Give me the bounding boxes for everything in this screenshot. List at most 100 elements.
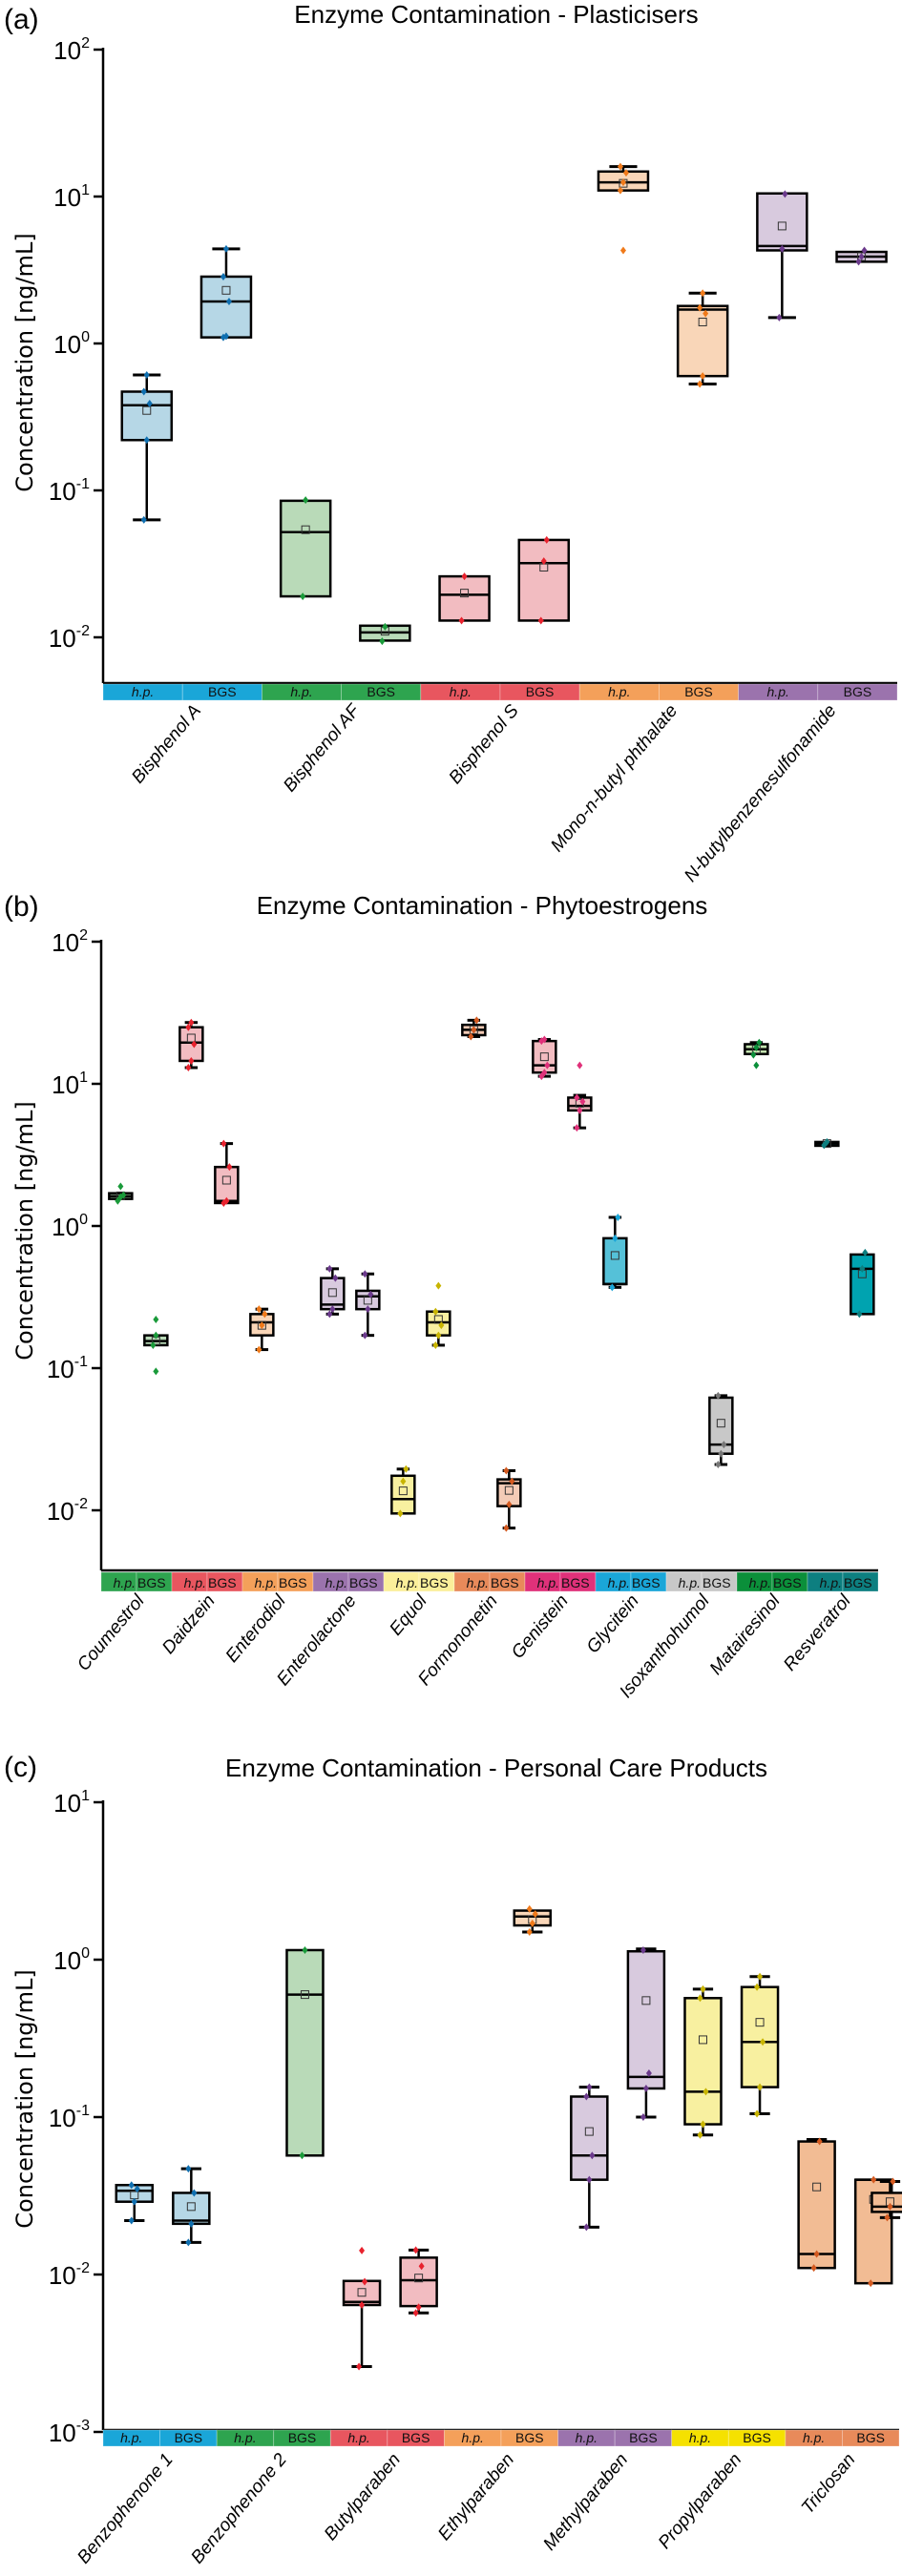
data-point	[700, 2120, 706, 2129]
strip-label: BGS	[743, 2430, 771, 2445]
data-point	[776, 313, 783, 322]
strip-label: BGS	[526, 684, 555, 699]
mean-marker	[327, 1288, 337, 1298]
data-point	[586, 2083, 593, 2091]
data-point	[574, 1124, 580, 1132]
box-iqr	[532, 1039, 557, 1074]
mean-marker	[539, 1052, 549, 1062]
panel-a-plot-area	[101, 48, 897, 685]
data-point	[509, 1477, 515, 1485]
data-point	[471, 1026, 477, 1034]
panel-a-category-labels: Bisphenol A Bisphenol AF Bisphenol S Mono-n…	[128, 700, 840, 886]
data-point	[526, 1904, 533, 1913]
panel-b-group-strip: h.p. BGS h.p. BGS h.p. BGS h.p. BGS h.p. BGS h.p. B…	[100, 1571, 879, 1592]
panel-c-y-ticks: 101 100 10-1 10-2 10-3	[49, 1788, 103, 2447]
panel-b-title: Enzyme Contamination - Phytoestrogens	[257, 891, 708, 920]
strip-label: h.p.	[689, 2430, 711, 2445]
box-n-butylbenzenesulfonamide-bgs	[835, 246, 888, 266]
data-point	[140, 387, 147, 396]
strip-label: h.p.	[537, 1575, 559, 1590]
box-iqr	[683, 1997, 723, 2126]
strip-label: h.p.	[114, 1575, 136, 1590]
data-point	[382, 622, 388, 631]
data-point	[813, 2250, 820, 2258]
category-label: Propylparaben	[655, 2450, 746, 2553]
box-triclosan-bgs	[871, 2177, 902, 2222]
panel-a-label: (a)	[4, 4, 39, 35]
data-point	[223, 1196, 230, 1205]
data-point	[256, 1305, 262, 1314]
category-label: Triclosan	[798, 2450, 860, 2518]
outlier-point	[153, 1367, 159, 1376]
data-point	[379, 637, 386, 646]
data-point	[302, 1945, 308, 1954]
data-point	[856, 1310, 863, 1319]
strip-label: BGS	[420, 1575, 449, 1590]
data-point	[756, 1038, 763, 1047]
category-label: Mono-n-butyl phthalate	[547, 701, 682, 856]
strip-label: h.p.	[462, 2430, 484, 2445]
category-label: Matairesinol	[706, 1590, 785, 1679]
data-point	[782, 190, 788, 198]
y-tick-label: 100	[53, 1945, 90, 1975]
data-point	[754, 2109, 761, 2118]
box-bisphenol-s-bgs	[517, 535, 571, 625]
strip-label: h.p.	[347, 2430, 369, 2445]
y-tick-label: 10-3	[49, 2418, 90, 2447]
outlier-point	[117, 1182, 124, 1191]
strip-label: h.p.	[467, 1575, 489, 1590]
data-point	[890, 2177, 896, 2186]
data-point	[862, 1248, 869, 1257]
box-coumestrol-bgs	[143, 1315, 169, 1376]
box-bisphenol-a-bgs	[199, 244, 253, 342]
data-point	[131, 2197, 137, 2206]
strip-label: BGS	[175, 2430, 203, 2445]
mean-marker	[301, 525, 310, 534]
data-point	[400, 1477, 407, 1485]
category-label: Benzophenone 1	[73, 2450, 177, 2568]
strip-label: BGS	[402, 2430, 430, 2445]
strip-label: BGS	[629, 2430, 658, 2445]
data-point	[645, 2069, 652, 2078]
box-enterodiol-hp	[249, 1305, 275, 1354]
data-point	[326, 1310, 333, 1319]
data-point	[544, 1061, 551, 1070]
strip-label: BGS	[844, 684, 872, 699]
box-iqr	[285, 1948, 325, 2157]
box-methylparaben-hp	[570, 2083, 609, 2232]
mean-marker	[460, 589, 470, 598]
data-point	[700, 372, 706, 381]
data-point	[332, 1274, 339, 1282]
y-tick-label: 102	[53, 35, 90, 65]
data-point	[619, 178, 626, 187]
y-tick-label: 10-2	[49, 2260, 90, 2290]
data-point	[871, 2175, 877, 2184]
panel-c-title: Enzyme Contamination - Personal Care Pro…	[225, 1754, 767, 1782]
data-point	[816, 2137, 823, 2146]
data-point	[188, 2219, 195, 2228]
outlier-point	[619, 246, 626, 255]
data-point	[115, 1196, 121, 1205]
strip-label: BGS	[773, 1575, 802, 1590]
data-point	[810, 2264, 817, 2273]
strip-label: h.p.	[679, 1575, 701, 1590]
strip-cell-bgs	[842, 1571, 879, 1592]
category-label: Ethylparaben	[434, 2450, 518, 2545]
data-point	[150, 1340, 157, 1349]
mean-marker	[186, 2202, 196, 2212]
box-iqr	[178, 1026, 204, 1063]
strip-label: BGS	[703, 1575, 731, 1590]
data-point	[609, 1283, 616, 1292]
data-point	[299, 2151, 305, 2160]
strip-label: h.p.	[396, 1575, 418, 1590]
mean-marker	[698, 2035, 707, 2045]
y-tick-label: 101	[53, 1788, 90, 1818]
data-point	[435, 1331, 442, 1340]
data-point	[359, 2300, 366, 2309]
category-label: Resveratrol	[780, 1590, 855, 1675]
box-bisphenol-af-bgs	[359, 622, 411, 646]
data-point	[715, 1460, 722, 1468]
y-tick-label: 10-1	[49, 2103, 90, 2132]
data-point	[461, 572, 468, 581]
